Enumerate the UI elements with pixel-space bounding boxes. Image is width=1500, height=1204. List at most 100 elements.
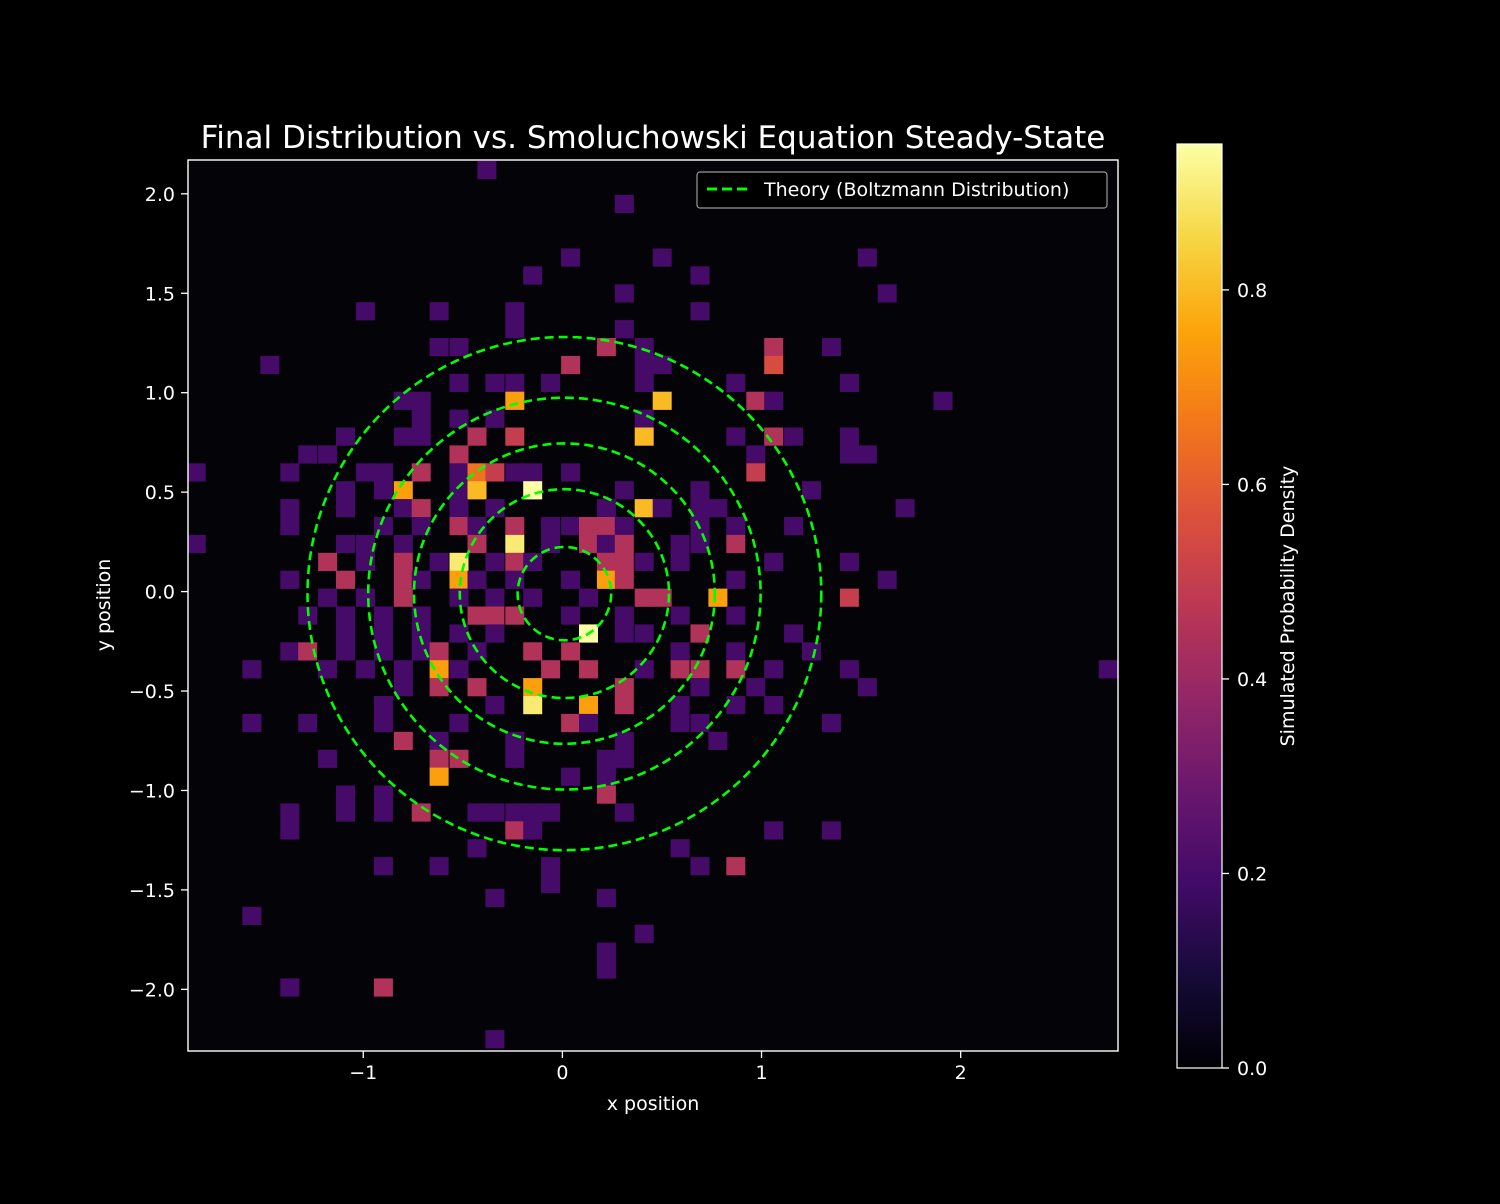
y-axis-label: y position bbox=[93, 559, 115, 652]
heatmap-cell bbox=[821, 821, 841, 840]
heatmap-cell bbox=[336, 803, 355, 822]
heatmap-cell bbox=[411, 463, 431, 482]
heatmap-cell bbox=[726, 570, 746, 589]
heatmap-cell bbox=[541, 660, 561, 679]
heatmap-cell bbox=[485, 499, 505, 518]
heatmap-cell bbox=[429, 857, 449, 876]
heatmap-cell bbox=[449, 517, 469, 536]
heatmap-cell bbox=[336, 427, 355, 446]
heatmap-cell bbox=[933, 391, 953, 410]
heatmap-cell bbox=[411, 409, 431, 428]
heatmap-cell bbox=[373, 713, 393, 733]
heatmap-cell bbox=[449, 409, 469, 428]
heatmap-cell bbox=[561, 767, 581, 786]
heatmap-cell bbox=[596, 552, 616, 571]
chart-title: Final Distribution vs. Smoluchowski Equa… bbox=[201, 120, 1106, 156]
heatmap-cell bbox=[280, 499, 300, 518]
heatmap-cell bbox=[336, 481, 355, 500]
heatmap-cell bbox=[614, 749, 634, 768]
heatmap-cell bbox=[634, 409, 654, 428]
heatmap-cell bbox=[467, 839, 487, 858]
heatmap-cell bbox=[541, 875, 561, 894]
heatmap-cell bbox=[411, 803, 431, 822]
heatmap-cell bbox=[411, 570, 431, 589]
heatmap-cell bbox=[242, 906, 262, 925]
heatmap-cell bbox=[821, 338, 841, 357]
heatmap-cell bbox=[411, 642, 431, 661]
heatmap-cell bbox=[652, 499, 672, 518]
heatmap-cell bbox=[373, 463, 393, 482]
heatmap-cell bbox=[429, 767, 449, 786]
heatmap-cell bbox=[505, 302, 525, 321]
colorbar-tick-label: 0.8 bbox=[1237, 280, 1267, 302]
colorbar-tick-label: 0.2 bbox=[1237, 863, 1267, 885]
colorbar-tick-label: 0.0 bbox=[1237, 1058, 1267, 1080]
heatmap-cell bbox=[429, 660, 449, 679]
heatmap-cell bbox=[670, 839, 690, 858]
y-tick-label: −0.5 bbox=[129, 681, 175, 703]
heatmap-cell bbox=[393, 570, 413, 589]
heatmap-cell bbox=[411, 391, 431, 410]
heatmap-cell bbox=[373, 785, 393, 804]
heatmap-cell bbox=[280, 570, 300, 589]
heatmap-cell bbox=[764, 660, 784, 679]
heatmap-cell bbox=[634, 427, 654, 446]
heatmap-cell bbox=[652, 355, 672, 375]
theory-contour-ring bbox=[412, 442, 717, 746]
heatmap-cell bbox=[336, 785, 355, 804]
y-tick-label: 1.5 bbox=[145, 283, 175, 305]
heatmap-cell bbox=[393, 427, 413, 446]
heatmap-cell bbox=[429, 749, 449, 768]
heatmap-cell bbox=[708, 499, 728, 518]
heatmap-cell bbox=[373, 642, 393, 661]
heatmap-cell bbox=[596, 534, 616, 554]
y-tick-label: 0.5 bbox=[145, 482, 175, 504]
heatmap-cell bbox=[746, 445, 766, 464]
heatmap-cell bbox=[523, 552, 543, 571]
heatmap-cell bbox=[614, 803, 634, 822]
heatmap-cell bbox=[784, 517, 804, 536]
y-tick-label: 0.0 bbox=[145, 582, 175, 604]
heatmap-cell bbox=[764, 355, 784, 375]
heatmap-cell bbox=[541, 803, 561, 822]
plot-frame bbox=[187, 159, 1119, 1052]
heatmap-cell bbox=[690, 857, 710, 876]
heatmap-cell bbox=[449, 463, 469, 482]
heatmap-cell bbox=[561, 355, 581, 375]
y-tick-label: 1.0 bbox=[145, 383, 175, 405]
heatmap-cell bbox=[505, 427, 525, 446]
heatmap-cell bbox=[393, 481, 413, 500]
heatmap-cell bbox=[614, 552, 634, 571]
heatmap-cell bbox=[485, 606, 505, 625]
heatmap-cell bbox=[614, 606, 634, 625]
heatmap-cell bbox=[336, 642, 355, 661]
heatmap-cell bbox=[393, 678, 413, 697]
heatmap-cell bbox=[614, 284, 634, 303]
heatmap-cell bbox=[449, 445, 469, 464]
heatmap-cell bbox=[336, 624, 355, 643]
heatmap-cell bbox=[726, 660, 746, 679]
heatmap-cell bbox=[764, 427, 784, 446]
heatmap-cell bbox=[839, 427, 859, 446]
heatmap-cell bbox=[764, 552, 784, 571]
heatmap-cell bbox=[579, 696, 598, 715]
heatmap-cell bbox=[467, 678, 487, 697]
heatmap-cell bbox=[188, 534, 206, 554]
heatmap-cell bbox=[634, 660, 654, 679]
heatmap-cell bbox=[373, 481, 393, 500]
heatmap-cell bbox=[505, 749, 525, 768]
colorbar: 0.0 0.2 0.4 0.6 0.8 Simulated Probability De… bbox=[1176, 143, 1299, 1080]
heatmap-cell bbox=[318, 445, 338, 464]
heatmap-cell bbox=[485, 624, 505, 643]
heatmap-cell bbox=[393, 534, 413, 554]
heatmap-cell bbox=[614, 678, 634, 697]
heatmap-cell bbox=[690, 678, 710, 697]
heatmap-cell bbox=[614, 624, 634, 643]
heatmap-cell bbox=[280, 517, 300, 536]
y-axis-ticks: −2.0 −1.5 −1.0 −0.5 0.0 0.5 1.0 1.5 2.0 bbox=[129, 184, 188, 1001]
heatmap-cell bbox=[336, 499, 355, 518]
heatmap-cell bbox=[614, 194, 634, 213]
heatmap-cell bbox=[802, 642, 821, 661]
